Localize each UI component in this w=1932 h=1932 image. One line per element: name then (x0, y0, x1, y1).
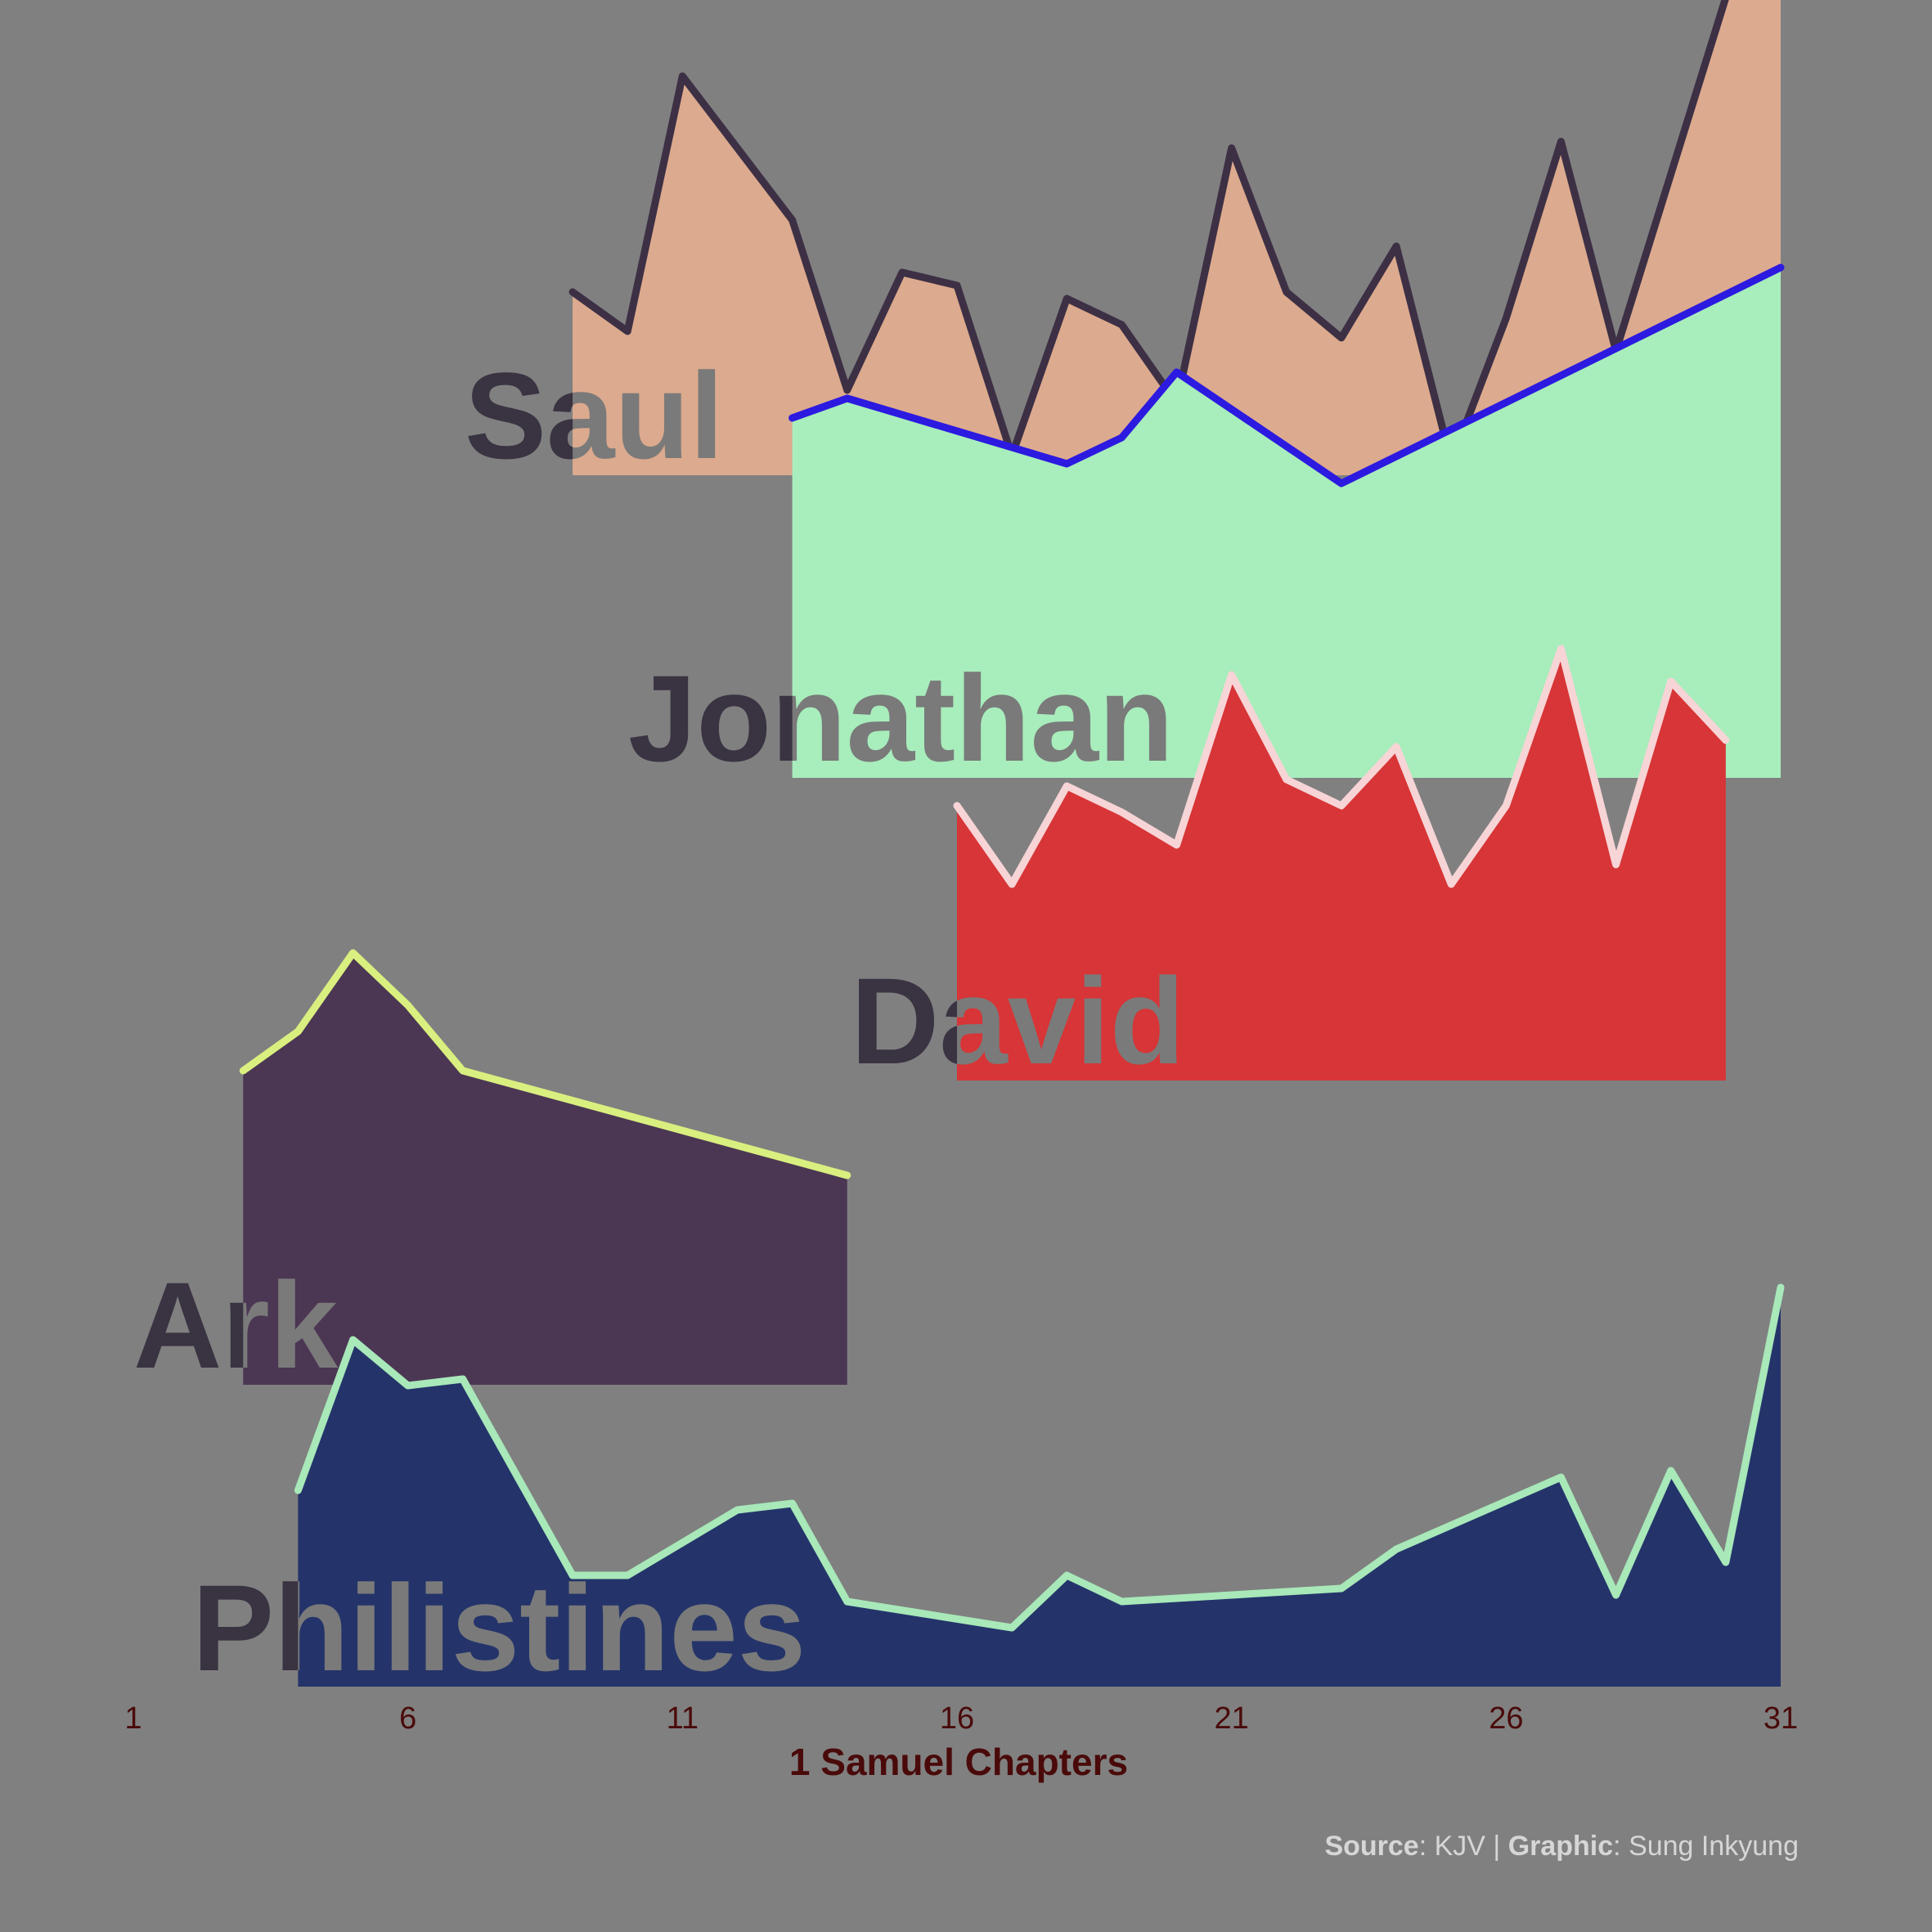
x-axis-title: 1 Samuel Chapters (789, 1741, 1128, 1783)
line-saul (568, 0, 1729, 466)
ridge-philistines: PhilistinesPhilistines (192, 1283, 1785, 1696)
series-label-ark: Ark (133, 1256, 339, 1394)
x-tick-label: 31 (1764, 1701, 1798, 1736)
source-label: Source (1324, 1831, 1419, 1862)
x-tick-label: 16 (940, 1701, 974, 1736)
x-tick-label: 11 (667, 1701, 699, 1736)
line-ark (239, 949, 851, 1179)
area-jonathan (792, 267, 1781, 778)
graphic-label: Graphic (1507, 1831, 1614, 1862)
x-tick-label: 26 (1489, 1701, 1523, 1736)
series-label-saul-shadow: Saul (465, 347, 724, 484)
series-label-ark-shadow: Ark (133, 1256, 339, 1394)
area-ark (243, 953, 847, 1385)
series-label-philistines: Philistines (192, 1559, 806, 1696)
x-tick-label: 6 (399, 1701, 416, 1736)
area-saul (573, 0, 1781, 475)
series-label-david-shadow: David (851, 952, 1184, 1090)
series-label-jonathan-shadow: Jonathan (628, 649, 1174, 787)
series-label-philistines-shadow: Philistines (192, 1559, 806, 1696)
area-philistines (298, 1287, 1781, 1687)
graphic-value: : Sung Inkyung (1613, 1831, 1799, 1862)
source-value: : KJV | (1418, 1831, 1508, 1862)
ridge-jonathan: JonathanJonathan (628, 263, 1785, 787)
x-tick-label: 21 (1215, 1701, 1249, 1736)
area-david (957, 649, 1726, 1081)
series-label-saul: Saul (465, 347, 724, 484)
x-tick-label: 1 (124, 1701, 142, 1736)
source-caption: Source: KJV | Graphic: Sung Inkyung (1324, 1831, 1799, 1862)
ridge-saul: SaulSaul (465, 0, 1781, 484)
series-label-david: David (851, 952, 1184, 1090)
series-label-jonathan: Jonathan (628, 649, 1174, 787)
ridge-david: DavidDavid (851, 645, 1730, 1090)
